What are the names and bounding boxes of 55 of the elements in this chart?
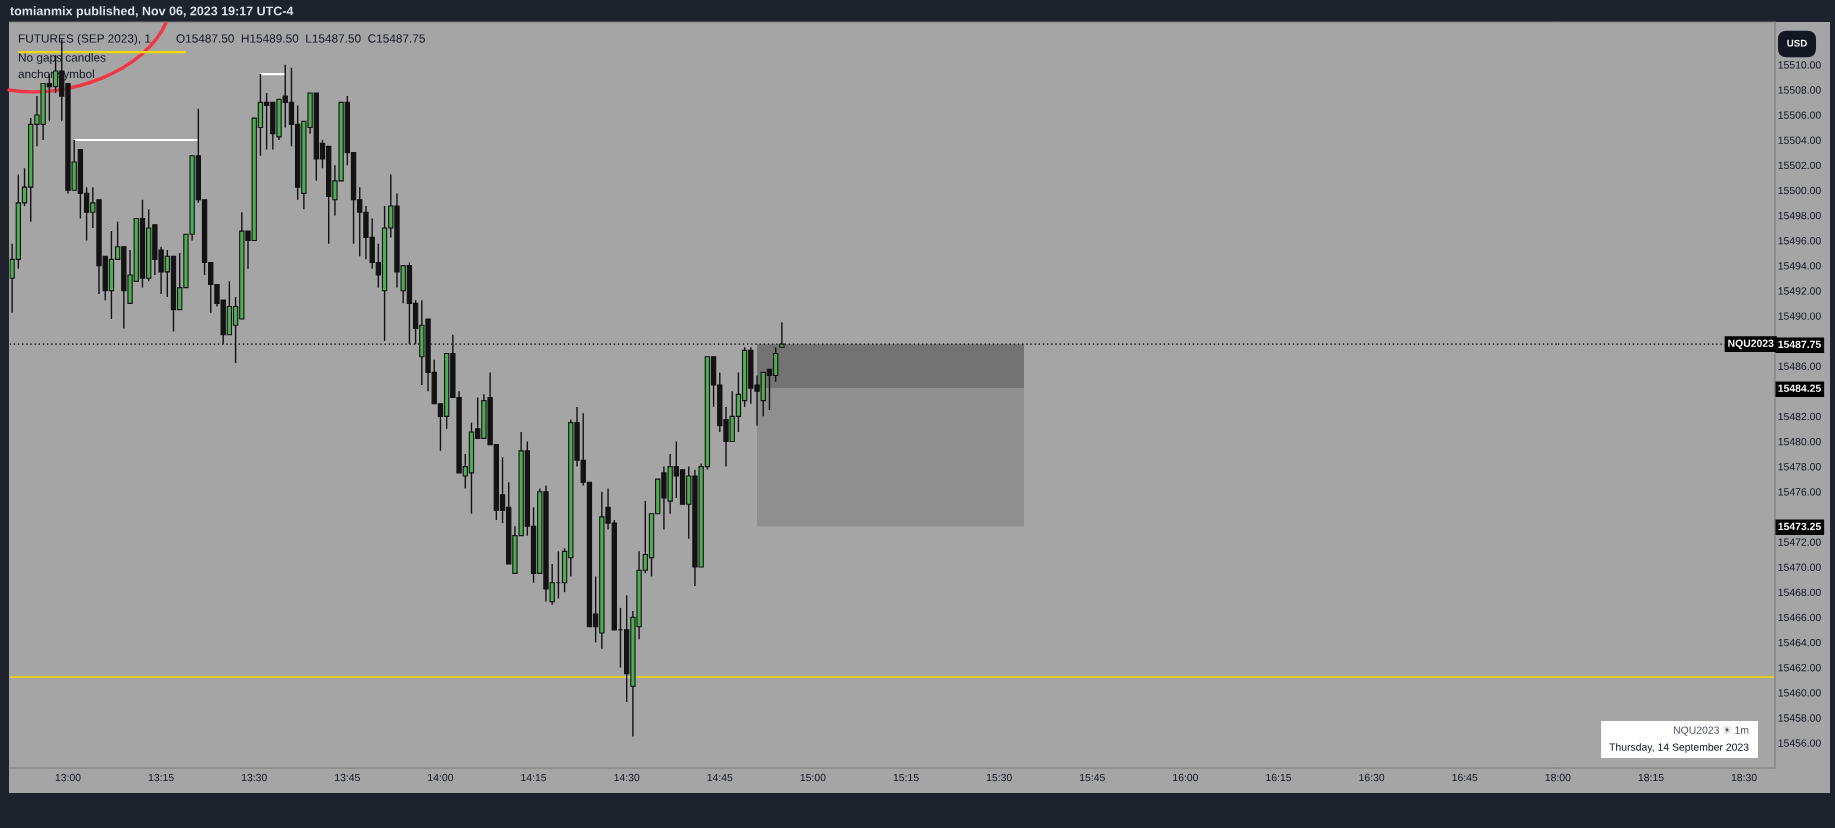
y-tick-label: 15456.00 <box>1778 739 1821 747</box>
y-tick-label: 15462.00 <box>1778 664 1821 672</box>
x-tick-label: 14:30 <box>614 773 640 782</box>
y-tick-label: 15464.00 <box>1778 638 1821 647</box>
x-tick-label: 16:30 <box>1359 773 1385 782</box>
text: USD <box>1787 39 1807 47</box>
x-tick-label: 15:15 <box>893 773 919 782</box>
x-tick-label: 18:15 <box>1638 773 1664 782</box>
x-tick-label: 13:15 <box>148 773 174 782</box>
text: FUTURES (SEP 2023), 1 <box>18 34 151 45</box>
y-tick-label: 15468.00 <box>1778 588 1821 597</box>
x-tick-label: 13:45 <box>335 773 360 782</box>
y-tick-label: 15496.00 <box>1778 237 1821 245</box>
y-tick-label: 15476.00 <box>1778 488 1821 496</box>
x-tick-label: 16:45 <box>1452 773 1478 782</box>
x-tick-label: 13:30 <box>241 773 267 782</box>
y-tick-label: 15490.00 <box>1778 312 1821 320</box>
x-tick-label: 16:00 <box>1173 773 1199 782</box>
x-tick-label: 15:00 <box>800 773 826 782</box>
y-tick-label: 15460.00 <box>1778 689 1821 697</box>
y-tick-label: 15487.75 <box>1778 340 1821 349</box>
y-tick-label: 15500.00 <box>1778 186 1821 195</box>
x-tick-label: 16:15 <box>1266 773 1292 782</box>
y-tick-label: 15494.00 <box>1778 262 1821 270</box>
y-tick-label: 15472.00 <box>1778 538 1821 546</box>
y-tick-label: 15498.00 <box>1778 211 1821 220</box>
x-tick-label: 18:00 <box>1545 773 1571 782</box>
y-tick-label: 15458.00 <box>1778 714 1821 722</box>
annotation: Thursday, 14 September 2023 <box>1609 743 1749 753</box>
ref-line-label: NQU2023 <box>1728 339 1774 349</box>
x-tick-label: 15:45 <box>1080 773 1105 782</box>
y-tick-label: 15473.25 <box>1778 522 1821 531</box>
x-tick-label: 13:00 <box>55 773 81 782</box>
x-tick-label: 14:00 <box>428 773 454 782</box>
annotation: NQU2023 ☀ 1m <box>1673 726 1749 736</box>
candlestick <box>779 321 785 348</box>
y-tick-label: 15482.00 <box>1778 412 1821 421</box>
y-tick-label: 15504.00 <box>1778 136 1821 144</box>
y-tick-label: 15508.00 <box>1778 86 1821 94</box>
y-tick-label: 15502.00 <box>1778 161 1821 170</box>
y-tick-label: 15492.00 <box>1778 287 1821 295</box>
x-tick-label: 14:15 <box>521 773 547 782</box>
y-tick-label: 15466.00 <box>1778 613 1821 622</box>
x-tick-label: 18:30 <box>1731 773 1757 782</box>
y-tick-label: 15478.00 <box>1778 463 1821 471</box>
text: O15487.50 H15489.50 L15487.50 C15487.75 <box>176 34 425 43</box>
y-tick-label: 15470.00 <box>1778 563 1821 571</box>
x-tick-label: 14:45 <box>707 773 733 782</box>
text: tomianmix published, Nov 06, 2023 19:17 UTC-4 <box>10 6 294 18</box>
x-tick-label: 15:30 <box>986 773 1012 782</box>
y-tick-label: 15484.25 <box>1778 384 1821 392</box>
y-tick-label: 15480.00 <box>1778 437 1821 446</box>
y-tick-label: 15506.00 <box>1778 111 1821 119</box>
y-tick-label: 15486.00 <box>1778 362 1821 370</box>
y-tick-label: 15510.00 <box>1778 61 1821 69</box>
